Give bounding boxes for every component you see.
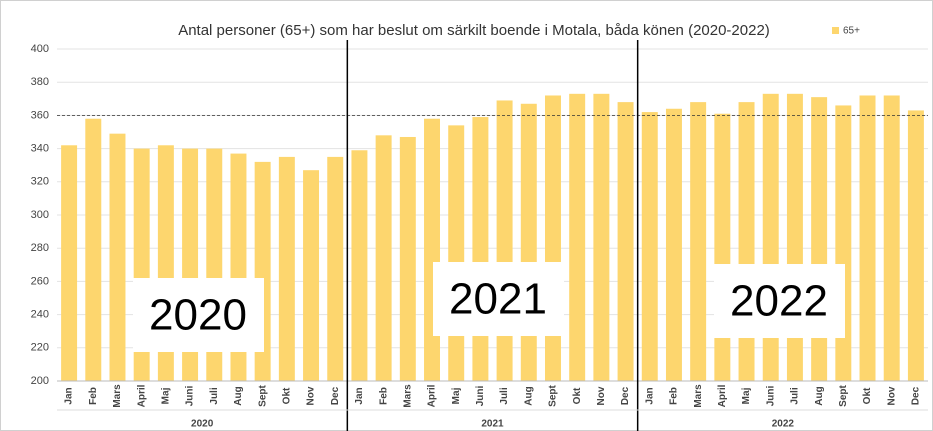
- annotation-box: [714, 264, 845, 338]
- bar: [351, 150, 368, 381]
- x-tick-label: Sept: [257, 384, 268, 406]
- annotation-box: [433, 262, 564, 336]
- x-tick-label: Okt: [281, 387, 292, 404]
- bar: [448, 125, 465, 381]
- y-tick-label: 360: [31, 109, 49, 121]
- group-label: 2022: [772, 419, 795, 430]
- legend-swatch: [832, 27, 839, 34]
- annotation: 2022: [730, 277, 828, 326]
- bar: [859, 95, 876, 381]
- bar: [641, 112, 658, 381]
- bar: [375, 135, 392, 381]
- x-tick-label: Juni: [185, 386, 196, 407]
- x-tick-label: Nov: [306, 386, 317, 405]
- annotation-box: [133, 278, 264, 352]
- x-tick-label: Juni: [765, 386, 776, 407]
- x-tick-label: April: [427, 384, 438, 407]
- y-tick-label: 340: [31, 143, 49, 155]
- x-tick-label: April: [136, 384, 147, 407]
- x-tick-label: Jan: [64, 387, 75, 404]
- bar: [496, 100, 513, 382]
- x-tick-label: Sept: [548, 384, 559, 406]
- annotation: 2020: [149, 291, 247, 340]
- x-tick-label: Aug: [233, 386, 244, 405]
- x-tick-label: Mars: [693, 384, 704, 408]
- bar: [907, 110, 924, 382]
- x-tick-label: Dec: [911, 386, 922, 405]
- bar: [811, 97, 828, 381]
- bar: [424, 118, 440, 381]
- y-tick-label: 200: [31, 375, 49, 387]
- x-tick-label: Maj: [161, 387, 172, 404]
- group-label: 2021: [481, 419, 504, 430]
- x-tick-label: Jan: [644, 387, 655, 404]
- x-tick-label: Maj: [741, 387, 752, 404]
- x-tick-label: Sept: [838, 384, 849, 406]
- bar: [738, 102, 755, 382]
- group-label: 2020: [191, 419, 214, 430]
- annotation: 2021: [449, 275, 547, 324]
- y-tick-label: 240: [31, 309, 49, 321]
- x-tick-label: Juli: [790, 387, 801, 404]
- y-tick-label: 300: [31, 209, 49, 221]
- x-tick-label: Mars: [112, 384, 123, 408]
- x-tick-label: Feb: [669, 387, 680, 405]
- x-tick-label: Juni: [475, 386, 486, 407]
- x-tick-label: Nov: [886, 386, 897, 405]
- x-tick-label: Feb: [378, 387, 389, 405]
- bar: [545, 95, 561, 381]
- bar: [665, 108, 682, 381]
- x-tick-label: Dec: [620, 386, 631, 405]
- x-tick-label: Maj: [451, 387, 462, 404]
- x-tick-label: Juli: [209, 387, 220, 404]
- y-tick-label: 400: [31, 43, 49, 55]
- bar: [617, 102, 634, 382]
- bar: [61, 145, 78, 381]
- bar: [327, 156, 344, 381]
- bar: [85, 118, 102, 381]
- x-tick-label: April: [717, 384, 728, 407]
- bar: [569, 93, 586, 381]
- y-tick-label: 260: [31, 275, 49, 287]
- x-tick-label: Feb: [88, 387, 99, 405]
- x-tick-label: Okt: [572, 387, 583, 404]
- bar: [109, 133, 126, 381]
- bar: [472, 117, 489, 381]
- bar: [593, 93, 610, 381]
- x-tick-label: Mars: [402, 384, 413, 408]
- y-tick-label: 320: [31, 176, 49, 188]
- x-tick-label: Aug: [523, 386, 534, 405]
- x-tick-label: Okt: [862, 387, 873, 404]
- x-tick-label: Aug: [814, 386, 825, 405]
- x-tick-label: Nov: [596, 386, 607, 405]
- bar: [883, 95, 900, 381]
- y-tick-label: 280: [31, 242, 49, 254]
- y-tick-label: 220: [31, 342, 49, 354]
- x-tick-label: Juli: [499, 387, 510, 404]
- bar: [690, 102, 707, 382]
- bar: [399, 136, 416, 381]
- bar: [520, 103, 537, 381]
- y-tick-label: 380: [31, 76, 49, 88]
- chart-title: Antal personer (65+) som har beslut om s…: [178, 22, 770, 39]
- x-tick-label: Jan: [354, 387, 365, 404]
- bar: [303, 170, 320, 381]
- bar: [714, 113, 731, 382]
- bar: [835, 105, 852, 381]
- x-tick-label: Dec: [330, 386, 341, 405]
- bar: [278, 156, 295, 381]
- legend-label: 65+: [843, 26, 860, 37]
